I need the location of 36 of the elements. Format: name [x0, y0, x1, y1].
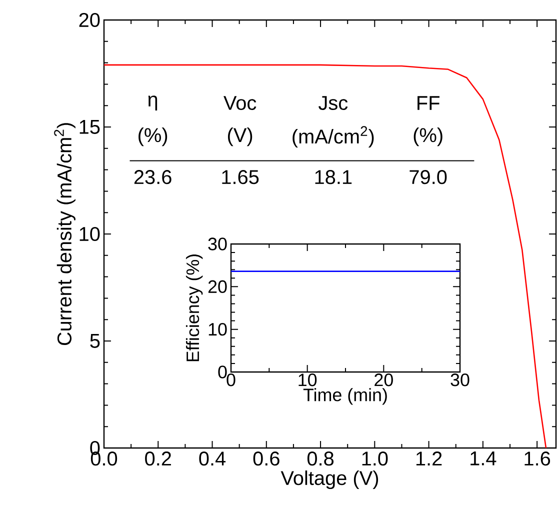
x-tick-label: 10: [298, 374, 317, 386]
annotation: (mA/cm$^{2}$): [292, 126, 374, 148]
y-tick-label: 15: [80, 120, 100, 134]
x-tick-label: 20: [374, 374, 393, 386]
y-tick-label: 20: [79, 12, 100, 28]
annotation: (%): [414, 128, 442, 146]
x-tick-label: 0: [226, 374, 236, 386]
annotation: 23.6: [134, 170, 172, 184]
x-tick-label: 1.4: [470, 452, 496, 466]
x-tick-label: 1.6: [524, 452, 550, 466]
annotation: (V): [228, 128, 252, 146]
y-tick-label: 30: [208, 238, 227, 250]
x-tick-label: 0.4: [199, 452, 226, 466]
y-axis-title: Efficiency (%): [186, 254, 203, 362]
x-tick-label: 0.6: [253, 452, 280, 466]
x-axis-title: Time (min): [303, 388, 387, 405]
y-tick-label: 10: [80, 226, 100, 242]
x-tick-label: 30: [450, 374, 470, 386]
y-tick-label: 20: [208, 280, 227, 294]
y-tick-label: 5: [90, 334, 100, 348]
x-tick-label: 0.2: [145, 452, 171, 466]
y-tick-label: 0: [218, 366, 227, 378]
annotation: 79.0: [410, 170, 447, 184]
annotation: Jsc: [318, 96, 348, 110]
annotation: Voc: [224, 96, 256, 110]
y-axis-title: Current density (mA/cm$^{2}$): [54, 123, 76, 346]
annotation: FF: [418, 96, 440, 110]
x-axis-title: Voltage (V): [280, 470, 378, 490]
annotation: η: [148, 96, 158, 110]
x-tick-label: 0.8: [307, 452, 334, 466]
annotation: 18.1: [315, 170, 352, 184]
x-tick-label: 1.0: [362, 452, 388, 466]
annotation: 1.65: [222, 170, 259, 184]
y-tick-label: 10: [208, 322, 227, 336]
x-tick-label: 1.2: [416, 452, 442, 466]
annotation: (%): [138, 128, 168, 146]
